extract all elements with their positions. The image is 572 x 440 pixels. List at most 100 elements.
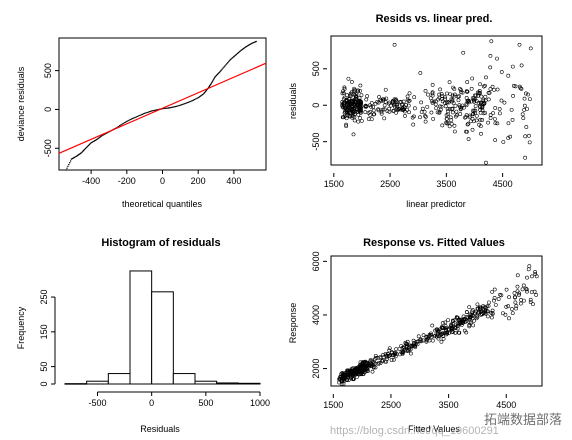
qq-point bbox=[221, 68, 223, 70]
qq-point bbox=[134, 116, 136, 119]
resid-point bbox=[478, 82, 482, 87]
resid-point bbox=[488, 87, 493, 91]
resid-point bbox=[342, 111, 347, 116]
histogram-ytick-label: 150 bbox=[39, 324, 49, 339]
resid-point bbox=[523, 134, 528, 139]
resid-point bbox=[418, 115, 422, 120]
response-point bbox=[478, 312, 483, 317]
resid-point bbox=[342, 95, 347, 100]
qq-point bbox=[147, 111, 149, 113]
response-point bbox=[345, 370, 350, 375]
resid-point bbox=[464, 129, 468, 134]
qq-point bbox=[211, 81, 213, 83]
response-point bbox=[352, 373, 357, 377]
qq-point bbox=[179, 104, 182, 106]
resid-point bbox=[382, 107, 387, 112]
resid-point bbox=[446, 109, 450, 114]
resid-vs-pred-ticks: 1500 2500 3500 4500 -500 0 500 bbox=[311, 61, 513, 189]
qq-xlabel: theoretical quantiles bbox=[122, 199, 203, 209]
resid-point bbox=[473, 104, 478, 109]
resid-vs-pred-ytick-label: 0 bbox=[311, 103, 321, 108]
resid-point bbox=[447, 124, 452, 129]
resid-point bbox=[521, 116, 526, 121]
response-point bbox=[521, 283, 526, 288]
response-point bbox=[354, 367, 358, 372]
resid-point bbox=[483, 94, 488, 99]
response-point bbox=[440, 321, 445, 326]
qq-point bbox=[226, 63, 228, 65]
resid-point bbox=[403, 114, 407, 118]
resid-point bbox=[528, 46, 533, 51]
response-vs-fitted-ticks: 1500 2500 3500 4500 2000 4000 6000 bbox=[311, 251, 516, 410]
resid-point bbox=[479, 94, 484, 99]
resid-point bbox=[377, 95, 381, 99]
response-point bbox=[453, 330, 458, 335]
histogram-bar bbox=[86, 380, 109, 385]
resid-point bbox=[385, 109, 390, 113]
response-point bbox=[492, 287, 497, 292]
resid-point bbox=[458, 87, 462, 91]
resid-point bbox=[522, 96, 527, 101]
histogram-ylabel: Frequency bbox=[16, 306, 26, 349]
resid-point bbox=[510, 118, 515, 122]
qq-xtick-label: -400 bbox=[82, 176, 100, 186]
response-point bbox=[389, 350, 394, 354]
response-point bbox=[368, 358, 373, 363]
resid-point bbox=[356, 102, 361, 107]
qq-point bbox=[171, 106, 173, 109]
resid-point bbox=[484, 160, 488, 165]
resid-point bbox=[366, 117, 371, 121]
resid-point bbox=[444, 120, 449, 125]
resid-point bbox=[392, 42, 397, 47]
response-point bbox=[416, 334, 421, 339]
resid-point bbox=[422, 109, 427, 114]
resid-point bbox=[352, 118, 357, 123]
response-point bbox=[513, 295, 517, 299]
qq-point bbox=[89, 143, 91, 145]
response-point bbox=[496, 297, 501, 301]
resid-point bbox=[465, 89, 469, 94]
response-point bbox=[486, 314, 490, 319]
resid-point bbox=[456, 98, 461, 103]
resid-vs-pred-ytick-label: 500 bbox=[311, 61, 321, 76]
resid-point bbox=[382, 116, 387, 121]
response-point bbox=[453, 326, 457, 330]
resid-point bbox=[347, 103, 352, 107]
response-point bbox=[436, 328, 441, 333]
histogram-xtick-label: 1000 bbox=[250, 398, 270, 408]
response-point bbox=[533, 272, 538, 276]
resid-point bbox=[345, 110, 350, 115]
qq-point bbox=[88, 143, 91, 146]
response-point bbox=[419, 339, 424, 344]
resid-point bbox=[449, 97, 454, 102]
qq-point bbox=[146, 111, 148, 114]
qq-point bbox=[168, 107, 171, 109]
resid-point bbox=[444, 100, 449, 105]
resid-point bbox=[522, 103, 527, 108]
resid-point bbox=[432, 99, 437, 104]
resid-point bbox=[392, 104, 397, 109]
response-point bbox=[341, 373, 346, 378]
resid-point bbox=[486, 120, 491, 125]
response-point bbox=[370, 369, 375, 374]
histogram-ytick-label: 50 bbox=[39, 362, 49, 372]
response-point bbox=[358, 360, 363, 365]
qq-point bbox=[126, 120, 128, 123]
histogram-xtick-label: -500 bbox=[88, 398, 106, 408]
resid-point bbox=[435, 110, 440, 115]
response-point bbox=[469, 314, 474, 319]
response-point bbox=[468, 315, 473, 320]
qq-point bbox=[228, 60, 231, 62]
resid-point bbox=[469, 86, 474, 91]
resid-point bbox=[407, 91, 412, 96]
resid-point bbox=[345, 113, 350, 118]
response-point bbox=[394, 347, 399, 352]
resid-point bbox=[449, 121, 454, 126]
resid-point bbox=[495, 87, 500, 92]
qq-ticks: -400 -200 0 200 400 -500 0 500 bbox=[43, 63, 241, 186]
resid-point bbox=[470, 112, 475, 117]
response-vs-fitted-xtick-label: 3500 bbox=[439, 400, 459, 410]
response-point bbox=[355, 371, 359, 376]
resid-point bbox=[495, 121, 500, 126]
resid-point bbox=[425, 104, 430, 109]
